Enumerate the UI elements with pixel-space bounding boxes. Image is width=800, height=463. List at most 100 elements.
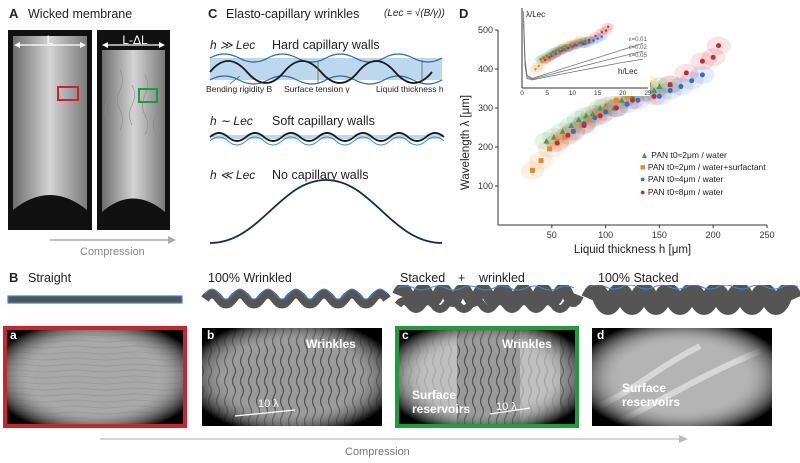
y-tick-label: 500 (478, 25, 493, 35)
panel-b-photos (3, 326, 772, 428)
data-point (547, 146, 553, 152)
state-wrinkled-2: wrinkled (479, 271, 525, 285)
photo-c-letter: c (402, 328, 409, 342)
legend-circle-red-icon: ● (640, 186, 646, 197)
inset-point (571, 42, 574, 46)
inset-x-tick-label: 0 (520, 90, 524, 96)
inset-point (575, 44, 578, 47)
inset-point (552, 50, 555, 54)
inset-point (606, 25, 610, 28)
data-point (575, 116, 582, 123)
data-point (678, 84, 684, 90)
compression-label-b: Compression (345, 446, 410, 458)
legend-label-1: PAN t0≈2μm / water (651, 150, 727, 160)
state-straight: Straight (28, 271, 72, 285)
data-point (597, 105, 604, 111)
data-point (603, 109, 609, 115)
inset-point (550, 54, 553, 58)
data-point (656, 93, 662, 99)
inset-point (560, 49, 564, 52)
state-wrinkled: 100% Wrinkled (208, 271, 292, 285)
data-point (538, 158, 544, 164)
data-point (613, 97, 619, 103)
data-point (568, 122, 575, 129)
y-axis-label: Wavelength λ [μm] (460, 95, 472, 190)
inset-point (581, 40, 585, 44)
panel-c-formula: (Lec = √(B/γ)) (384, 8, 445, 19)
inset-curve (523, 23, 644, 81)
legend-item-1: ▲ PAN t0≈2μm / water (640, 149, 800, 161)
x-tick-label: 250 (759, 230, 774, 240)
surface-tension-label: Surface tension γ (284, 84, 350, 94)
inset-point (549, 52, 552, 56)
panel-c-schematic (209, 53, 445, 244)
sheet-wrinkle-2 (209, 132, 445, 142)
inset-point (562, 48, 566, 51)
inset-chart: 0 5 10 15 20 25 ε=0.01 ε=0.02 ε=0.05 λ/Lec h/Lec (510, 4, 650, 96)
compression-label-a: Compression (80, 246, 145, 258)
panel-a-title: Wicked membrane (28, 7, 133, 21)
photo-c-scale: 10 λ (496, 401, 517, 413)
data-point (699, 58, 705, 64)
inset-background (510, 4, 650, 96)
membrane-left-label: L (46, 33, 54, 47)
data-point (603, 105, 609, 111)
data-point (618, 97, 625, 103)
inset-point (583, 42, 587, 46)
data-point (613, 105, 619, 111)
compression-arrow-b (100, 435, 688, 443)
inset-point (588, 40, 591, 44)
photo-c-reservoirs: Surface reservoirs (412, 388, 471, 416)
inset-point (583, 39, 587, 42)
state-plus: + (458, 271, 466, 285)
data-point (710, 54, 716, 60)
data-point (651, 87, 658, 93)
sheet-wrinkled (201, 289, 391, 309)
legend-square-icon: ■ (640, 162, 646, 173)
data-point (586, 117, 592, 123)
bending-rigidity-label: Bending rigidity B (206, 84, 273, 94)
inset-point (567, 46, 570, 50)
x-tick-label: 50 (547, 230, 557, 240)
inset-x-label: h/Lec (618, 67, 638, 76)
inset-point (592, 39, 595, 42)
data-point (667, 87, 673, 93)
inset-point (539, 58, 543, 61)
panel-a-letter: A (9, 6, 19, 21)
data-point (635, 97, 641, 103)
photo-b-scale: 10 λ (258, 398, 279, 410)
inset-point (573, 44, 576, 47)
y-tick-label: 300 (478, 103, 493, 113)
legend-label-3: PAN t0≈4μm / water (647, 174, 724, 185)
sheet-stacked-wrinkled (392, 285, 584, 313)
data-point (592, 115, 598, 121)
inset-point (600, 30, 603, 34)
x-tick-label: 150 (652, 230, 667, 240)
inset-point (594, 34, 597, 38)
data-point (689, 78, 695, 84)
row2-label: Soft capillary walls (272, 114, 375, 128)
membrane-left (13, 36, 87, 210)
panel-d-letter: D (459, 6, 469, 21)
data-point (565, 132, 571, 138)
inset-point (600, 35, 603, 38)
legend-label-2: PAN t0≈2μm / water+surfactant (647, 162, 766, 173)
inset-point (604, 29, 608, 32)
photo-c-frame (395, 326, 579, 428)
legend-triangle-icon: ▲ (640, 150, 649, 160)
panel-c-title: Elasto-capillary wrinkles (226, 7, 360, 21)
photo-a-frame (3, 326, 187, 428)
membrane-right-green-box (138, 88, 158, 103)
panel-b-schematics (7, 285, 800, 315)
x-tick-label: 200 (706, 230, 721, 240)
photo-d-reservoirs: Surface reservoirs (622, 381, 681, 409)
sheet-stacked (581, 285, 800, 315)
data-point (581, 123, 587, 129)
y-tick-label: 100 (478, 181, 493, 191)
data-point (699, 72, 705, 78)
data-point (597, 113, 603, 119)
inset-point (548, 56, 551, 59)
legend-circle-blue-icon: ● (640, 174, 646, 185)
legend-item-2: ■ PAN t0≈2μm / water+surfactant (640, 161, 800, 173)
data-point (562, 134, 568, 140)
